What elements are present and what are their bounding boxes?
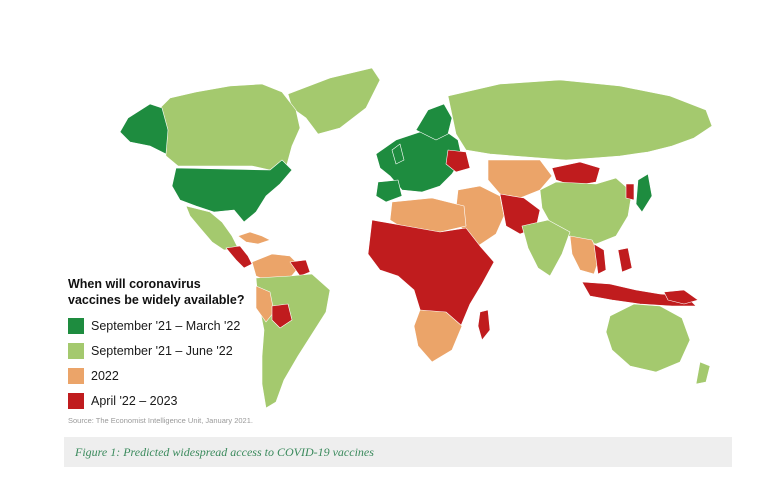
region-mongolia xyxy=(551,161,601,187)
legend-label-mid: September '21 – June '22 xyxy=(91,344,233,358)
region-japan xyxy=(635,173,653,213)
region-alaska xyxy=(119,103,169,155)
region-australia xyxy=(605,303,691,373)
region-scandinavia xyxy=(415,103,453,141)
legend-swatch-mid xyxy=(68,343,84,359)
legend-item-late: 2022 xyxy=(68,366,278,386)
legend-swatch-early xyxy=(68,318,84,334)
legend-swatch-latest xyxy=(68,393,84,409)
region-central-america xyxy=(225,245,253,269)
legend: When will coronavirus vaccines be widely… xyxy=(68,276,278,416)
legend-item-early: September '21 – March '22 xyxy=(68,316,278,336)
region-se-asia xyxy=(569,235,601,275)
region-caribbean xyxy=(237,231,271,245)
region-madagascar xyxy=(477,309,491,341)
region-mexico xyxy=(185,205,239,251)
figure-caption: Figure 1: Predicted widespread access to… xyxy=(75,444,374,459)
region-canada xyxy=(159,83,301,171)
region-korea xyxy=(625,183,635,201)
region-northern-south-america xyxy=(251,253,301,283)
region-india xyxy=(521,219,571,277)
region-north-africa xyxy=(389,197,467,233)
legend-item-mid: September '21 – June '22 xyxy=(68,341,278,361)
region-new-zealand xyxy=(695,361,711,385)
region-greenland xyxy=(287,67,381,135)
region-peru-bolivia xyxy=(255,285,275,323)
legend-swatch-late xyxy=(68,368,84,384)
region-guianas xyxy=(289,259,311,277)
region-usa xyxy=(171,159,293,223)
region-indonesia xyxy=(581,281,697,307)
source-note: Source: The Economist Intelligence Unit,… xyxy=(68,416,253,425)
legend-label-latest: April '22 – 2023 xyxy=(91,394,178,408)
region-southern-africa xyxy=(413,309,463,363)
legend-label-early: September '21 – March '22 xyxy=(91,319,241,333)
region-bolivia xyxy=(271,303,293,329)
region-eastern-europe xyxy=(445,149,471,173)
region-vietnam xyxy=(593,243,607,275)
figure-caption-bar: Figure 1: Predicted widespread access to… xyxy=(64,437,732,467)
legend-title: When will coronavirus vaccines be widely… xyxy=(68,277,245,307)
region-russia xyxy=(447,79,713,161)
region-central-asia xyxy=(487,159,553,199)
legend-label-late: 2022 xyxy=(91,369,119,383)
legend-item-latest: April '22 – 2023 xyxy=(68,391,278,411)
region-iberia xyxy=(375,179,403,203)
region-papua xyxy=(663,289,699,305)
region-uk xyxy=(391,143,405,165)
region-philippines xyxy=(617,247,633,273)
